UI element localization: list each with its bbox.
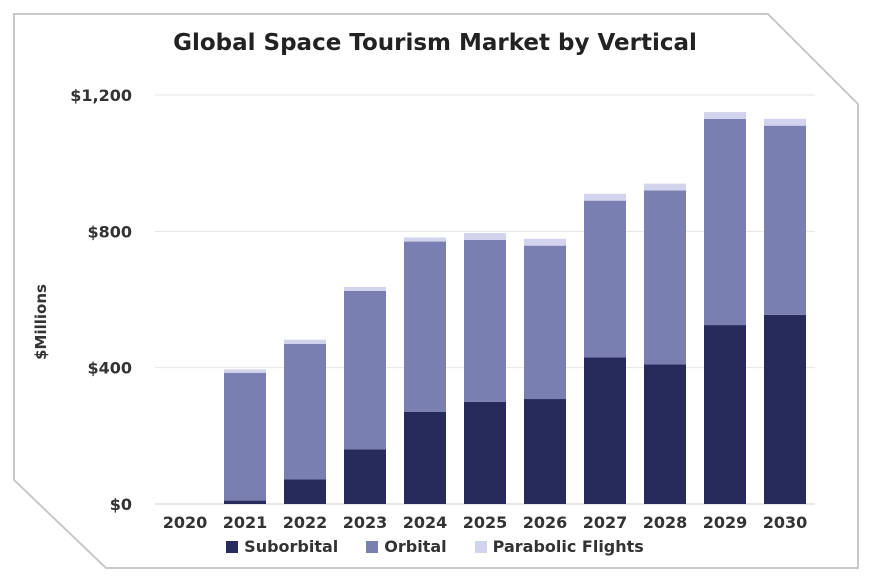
legend-label: Suborbital [244, 537, 339, 556]
bar-suborbital-2023 [344, 449, 386, 504]
bar-orbital-2026 [524, 245, 566, 400]
x-tick-label: 2028 [643, 513, 688, 532]
x-tick-label: 2025 [463, 513, 508, 532]
bar-parabolic-flights-2025 [464, 233, 506, 240]
bar-suborbital-2027 [584, 357, 626, 504]
bar-suborbital-2021 [224, 500, 266, 504]
x-axis-ticks: 2020 2021 2022 2023 2024 2025 2026 2027 2028 2029… [163, 513, 808, 532]
x-tick-label: 2022 [283, 513, 328, 532]
bar-parabolic-flights-2027 [584, 193, 626, 201]
y-tick-label: $400 [87, 359, 132, 378]
bar-parabolic-flights-2023 [344, 286, 386, 291]
x-tick-label: 2020 [163, 513, 208, 532]
legend-label: Orbital [384, 537, 447, 556]
bar-orbital-2023 [344, 290, 386, 450]
bar-parabolic-flights-2028 [644, 183, 686, 191]
legend-swatch [226, 540, 239, 553]
legend-item: Suborbital [226, 537, 338, 556]
x-tick-label: 2024 [403, 513, 448, 532]
bar-parabolic-flights-2030 [764, 118, 806, 126]
bar-orbital-2029 [704, 118, 746, 326]
bar-orbital-2022 [284, 343, 326, 480]
x-tick-label: 2030 [763, 513, 808, 532]
bar-suborbital-2030 [764, 314, 806, 504]
y-tick-label: $800 [87, 222, 132, 241]
chart-title: Global Space Tourism Market by Vertical [173, 30, 697, 56]
bar-parabolic-flights-2026 [524, 238, 566, 246]
x-tick-label: 2023 [343, 513, 388, 532]
legend: Suborbital Orbital Parabolic Flights [0, 537, 870, 557]
bar-orbital-2025 [464, 239, 506, 402]
bars [224, 112, 806, 504]
y-tick-label: $0 [110, 495, 132, 514]
bar-suborbital-2024 [404, 411, 446, 504]
bar-parabolic-flights-2021 [224, 369, 266, 373]
bar-suborbital-2022 [284, 479, 326, 504]
legend-swatch [474, 540, 487, 553]
bar-parabolic-flights-2029 [704, 112, 746, 119]
bar-parabolic-flights-2022 [284, 339, 326, 344]
bar-orbital-2030 [764, 125, 806, 315]
x-tick-label: 2026 [523, 513, 568, 532]
bar-suborbital-2025 [464, 401, 506, 504]
bar-orbital-2024 [404, 241, 446, 412]
x-tick-label: 2027 [583, 513, 628, 532]
x-tick-label: 2029 [703, 513, 748, 532]
bar-orbital-2027 [584, 200, 626, 358]
legend-swatch [366, 540, 379, 553]
legend-item: Orbital [366, 537, 447, 556]
y-axis-ticks: $0 $400 $800 $1,200 [70, 86, 132, 514]
y-axis-label: $Millions [32, 284, 50, 360]
bar-orbital-2028 [644, 190, 686, 365]
bar-suborbital-2029 [704, 325, 746, 504]
bar-parabolic-flights-2024 [404, 237, 446, 242]
legend-item: Parabolic Flights [474, 537, 644, 556]
bar-suborbital-2026 [524, 399, 566, 504]
legend-label: Parabolic Flights [492, 537, 644, 556]
x-tick-label: 2021 [223, 513, 268, 532]
bar-suborbital-2028 [644, 364, 686, 504]
bar-orbital-2021 [224, 372, 266, 501]
y-tick-label: $1,200 [70, 86, 132, 105]
